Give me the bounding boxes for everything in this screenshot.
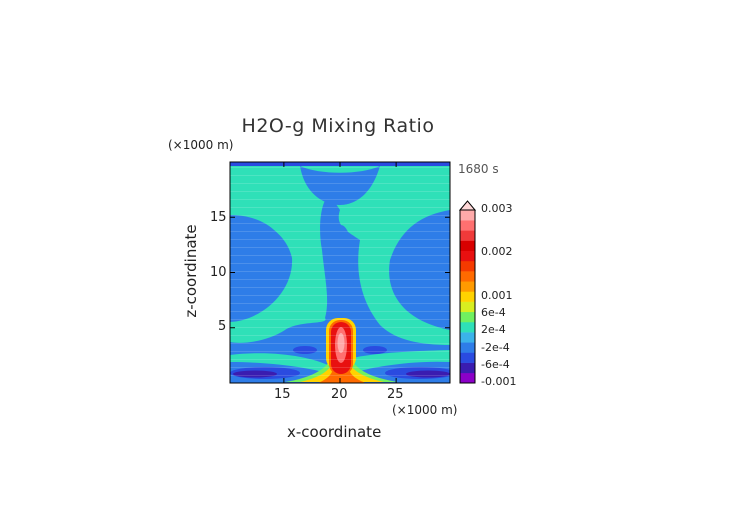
x-tick-label: 25 [387, 387, 404, 402]
colorbar-swatch [460, 250, 475, 262]
colorbar-swatch [460, 220, 475, 231]
colorbar-swatch [460, 230, 475, 241]
colorbar-swatch [460, 321, 475, 333]
colorbar-swatch [460, 301, 475, 313]
heatmap-field [230, 162, 450, 383]
chart-title: H2O-g Mixing Ratio [241, 115, 435, 137]
colorbar-label: 0.003 [481, 202, 513, 215]
colorbar-swatch [460, 281, 475, 292]
colorbar-swatch [460, 362, 475, 374]
time-label: 1680 s [458, 162, 499, 176]
colorbar-label: 0.002 [481, 245, 513, 258]
x-unit-label: (×1000 m) [392, 403, 458, 417]
x-axis-label: x-coordinate [287, 423, 382, 441]
colorbar-swatch [460, 291, 475, 302]
y-tick-label: 5 [218, 319, 227, 334]
y-unit-label: (×1000 m) [168, 138, 234, 152]
colorbar-swatch [460, 342, 475, 353]
y-tick-label: 10 [210, 265, 227, 280]
colorbar-swatch [460, 352, 475, 363]
y-tick-label: 15 [210, 210, 227, 225]
x-tick-label: 20 [331, 387, 348, 402]
colorbar [458, 200, 477, 384]
colorbar-label: 0.001 [481, 289, 513, 302]
colorbar-swatch [460, 271, 475, 282]
colorbar-swatch [460, 210, 475, 221]
x-tick-label: 15 [274, 387, 291, 402]
colorbar-label: 2e-4 [481, 323, 506, 336]
colorbar-label: -0.001 [481, 375, 517, 388]
x-ticks [283, 162, 397, 383]
y-ticks [230, 216, 450, 329]
colorbar-label: 6e-4 [481, 306, 506, 319]
colorbar-swatch [460, 240, 475, 252]
colorbar-swatch [460, 311, 475, 323]
colorbar-extend-arrow [458, 200, 477, 211]
colorbar-swatch [460, 332, 475, 343]
colorbar-label: -2e-4 [481, 341, 510, 354]
grid-overlay [230, 162, 450, 383]
colorbar-swatch [460, 260, 475, 272]
y-axis-label: z-coordinate [182, 224, 200, 318]
colorbar-label: -6e-4 [481, 358, 510, 371]
colorbar-swatch [460, 372, 475, 384]
